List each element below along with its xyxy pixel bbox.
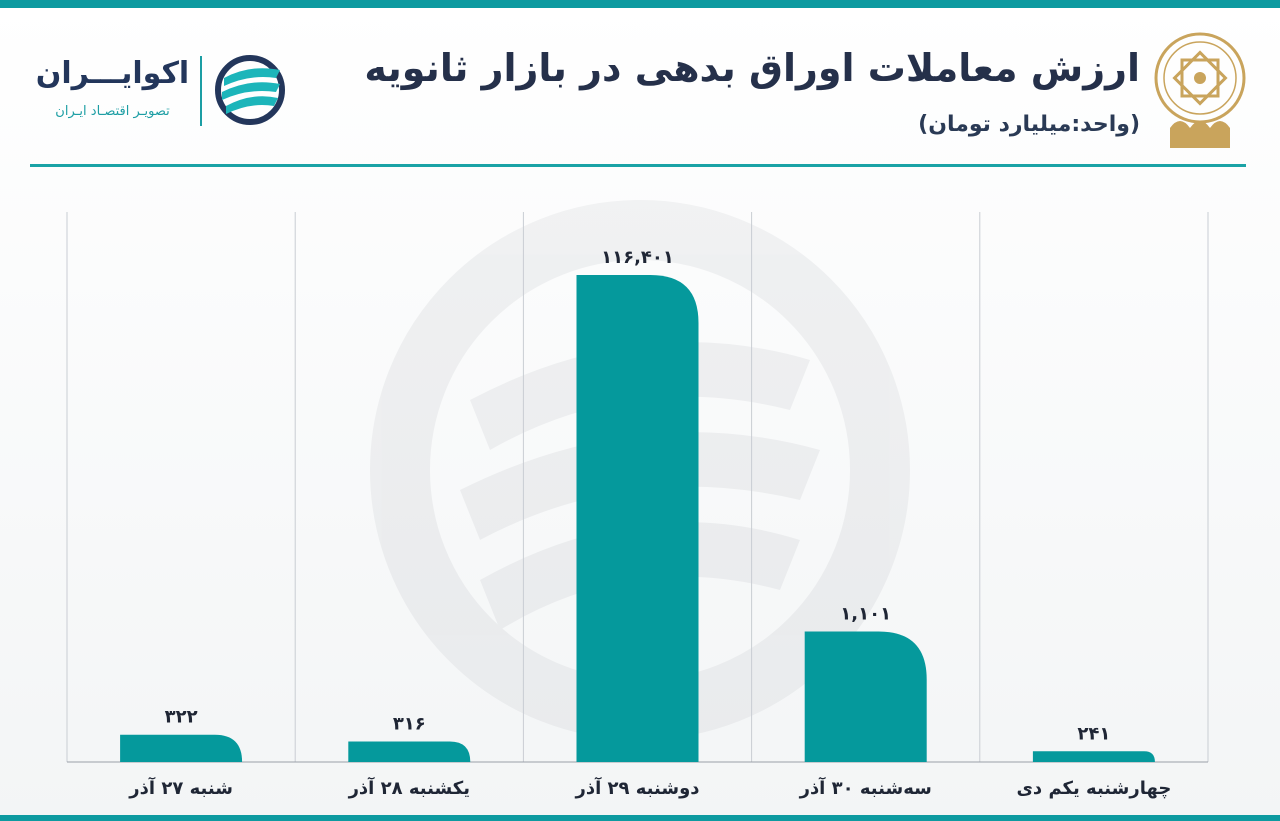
chart-x-tick-labels: شنبه ۲۷ آذر یکشنبه ۲۸ آذر دوشنبه ۲۹ آذر سه‌…	[128, 776, 1171, 799]
header-divider	[30, 164, 1246, 167]
top-accent-bar	[0, 0, 1280, 8]
x-tick-label: سه‌شنبه ۳۰ آذر	[799, 776, 932, 799]
bar	[576, 275, 699, 762]
data-label: ۳۲۲	[165, 707, 198, 728]
bar	[348, 741, 471, 762]
chart-bars	[120, 275, 1155, 762]
data-label: ۲۴۱	[1077, 723, 1110, 744]
bottom-accent-bar	[0, 815, 1280, 821]
chart-unit-subtitle: (واحد:میلیارد تومان)	[918, 112, 1140, 137]
exchange-seal-icon	[1154, 32, 1246, 148]
brand-mark-icon	[215, 55, 285, 125]
x-tick-label: دوشنبه ۲۹ آذر	[574, 776, 699, 799]
x-tick-label: شنبه ۲۷ آذر	[128, 776, 233, 799]
bar	[1032, 751, 1155, 762]
brand-name: اکوایـــران	[35, 56, 190, 91]
ecoiran-logo: اکوایـــران تصویـر اقتصـاد ایـران	[30, 52, 290, 132]
data-label: ۱۱۶,۴۰۱	[601, 247, 674, 268]
chart-value-labels: ۳۲۲ ۳۱۶ ۱۱۶,۴۰۱ ۱,۱۰۱ ۲۴۱	[165, 247, 1111, 744]
x-tick-label: یکشنبه ۲۸ آذر	[348, 776, 470, 799]
data-label: ۱,۱۰۱	[840, 603, 891, 624]
data-label: ۳۱۶	[393, 714, 426, 735]
brand-divider	[200, 56, 202, 126]
bar	[804, 631, 927, 762]
x-tick-label: چهارشنبه یکم دی	[1016, 778, 1171, 799]
brand-tagline: تصویـر اقتصـاد ایـران	[55, 104, 170, 119]
chart-title: ارزش معاملات اوراق بدهی در بازار ثانویه	[364, 46, 1140, 90]
bar	[120, 734, 243, 762]
